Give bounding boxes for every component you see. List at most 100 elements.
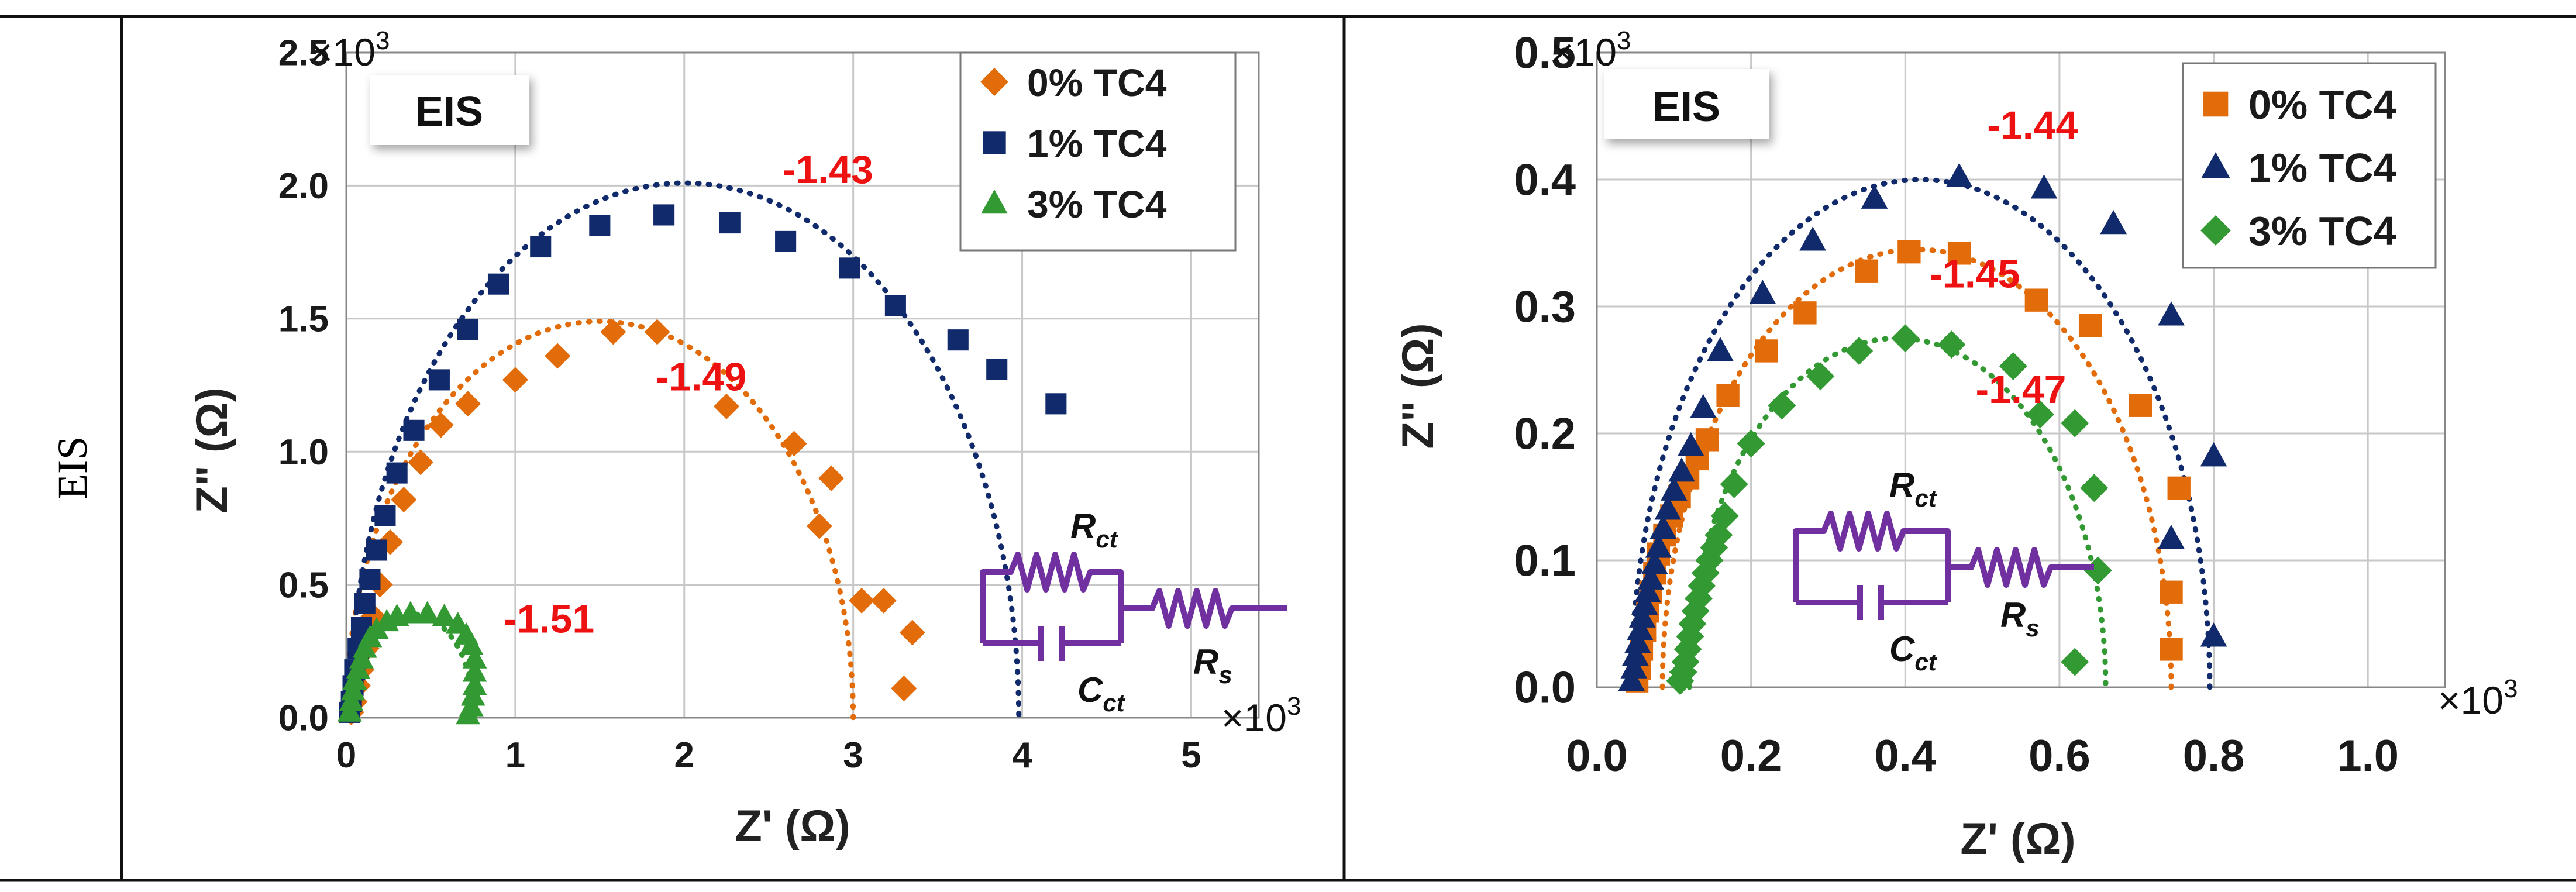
chart-left-series-0-point [408, 449, 434, 476]
chart-right-series-0-point [1897, 240, 1921, 264]
chart-left-series-2-point [432, 604, 457, 626]
chart-right-series-1-point [1861, 184, 1888, 209]
chart-left-series-1-point [589, 215, 611, 236]
chart-right-annotation: -1.47 [1976, 367, 2067, 412]
chart-right-series-0-point [1755, 339, 1778, 363]
chart-right-series-0-point [2024, 288, 2048, 312]
chart-right-x-tick-label: 0.4 [1874, 731, 1936, 781]
chart-right-series-0-point [2078, 314, 2102, 337]
chart-right-x-multiplier-base: ×10 [2438, 679, 2503, 722]
row-label: EIS [49, 436, 96, 500]
chart-right-series-2-point [2083, 556, 2112, 585]
chart-left-series-1-point [719, 212, 741, 234]
svg-text:×103: ×103 [1221, 692, 1301, 739]
chart-right-series-1-point [1707, 336, 1734, 361]
chart-left-series-1-point [374, 505, 396, 526]
chart-right-series-1-point [1624, 629, 1651, 653]
chart-right-series-1-point [1637, 565, 1665, 590]
chart-right-series-1-point [1668, 457, 1695, 482]
chart-left-circuit-rs [1121, 588, 1287, 629]
chart-left-series-1-point [403, 419, 425, 441]
chart-right-x-multiplier: ×103 [2438, 674, 2518, 722]
chart-left-series-0-point [891, 675, 917, 701]
chart-left-plot-frame [345, 51, 1260, 719]
chart-right-x-tick-label: 0.6 [2029, 731, 2091, 781]
chart-right-x-tick-labels: 0.0 0.2 0.4 0.6 0.8 1.0 [1566, 731, 2399, 781]
chart-left-series-0-point [545, 343, 571, 369]
chart-left-series-2-point [462, 659, 487, 682]
chart-right-series-0-point [2160, 638, 2183, 661]
chart-right-series-1-point [2100, 209, 2127, 235]
chart-right-panel-label-text: EIS [1652, 84, 1720, 130]
chart-left-series-2-point [415, 601, 440, 624]
chart-left-x-tick-label: 4 [1012, 735, 1032, 776]
chart-left: 0 1 2 3 4 5 0.0 0.5 1.0 1.5 2.0 2.5 -1.43 -1.49 -1.5… [187, 26, 1301, 851]
chart-left-legend-marker-0 [980, 68, 1008, 96]
chart-left-y-multiplier: ×103 [310, 26, 390, 74]
chart-right-y-multiplier-base: ×10 [1551, 30, 1617, 74]
chart-left-series-1-point [428, 369, 450, 391]
chart-right-annotation: -1.45 [1929, 252, 2020, 296]
chart-right-series-0-point [1695, 428, 1719, 452]
chart-left-series-0-point [428, 412, 454, 438]
chart-right-series-1-point [1799, 226, 1826, 251]
chart-right-series-1-point [2200, 442, 2227, 467]
chart-right-series-1-point [1678, 432, 1704, 456]
svg-text:Rct: Rct [1889, 466, 1938, 512]
chart-right-series-1-point [1620, 654, 1648, 679]
chart-right-series-1-point [1749, 280, 1776, 304]
chart-right-circuit-rct [1793, 511, 1951, 552]
chart-left-series-0-point [806, 513, 832, 539]
chart-right-series-2-point [1891, 324, 1920, 353]
chart-right-series-1-point [1649, 514, 1677, 539]
chart-right-y-tick-label: 0.2 [1514, 409, 1576, 459]
chart-right-x-tick-label: 1.0 [2337, 731, 2399, 781]
svg-text:×103: ×103 [2438, 674, 2518, 722]
chart-left-legend-label-1: 1% TC4 [1027, 122, 1167, 165]
chart-left-series-1-point [457, 318, 479, 340]
chart-left-y-tick-label: 0.0 [278, 698, 329, 739]
chart-left-series-1-point [839, 257, 860, 279]
chart-right-legend-label-1: 1% TC4 [2248, 145, 2396, 191]
chart-right-annotation: -1.44 [1987, 104, 2078, 148]
chart-right-series-2-point [1710, 502, 1739, 531]
chart-right-series-1-point [2158, 301, 2185, 326]
chart-right-series-1-point [1690, 394, 1717, 418]
chart-left-series-0-point [714, 393, 739, 419]
chart-left-circuit-cct-label: C [1077, 670, 1104, 710]
chart-right-legend-marker-2 [2200, 215, 2231, 246]
chart-right-circuit-rct-sub: ct [1914, 484, 1937, 512]
chart-right-series-2-point [1720, 470, 1748, 498]
chart-left-series-1-point [359, 569, 381, 590]
chart-right-series-0-point [1947, 242, 1971, 265]
chart-left-series-1-point [386, 462, 408, 484]
chart-right-circuit: Rct Cct Rs [1793, 466, 2094, 676]
chart-left-series-1-point [487, 273, 509, 295]
chart-right-series-1-point [2158, 525, 2185, 549]
chart-left-series-1-point [947, 329, 969, 351]
chart-right-series-2-point [2080, 474, 2109, 502]
chart-left-series-0-point [870, 587, 897, 614]
table-frame [0, 15, 2576, 882]
chart-left-circuit-rct-label: R [1070, 507, 1096, 546]
chart-left-panel-label-text: EIS [415, 88, 483, 135]
chart-right-circuit-rs-sub: s [2026, 614, 2039, 642]
chart-right-series-1-point [1622, 641, 1649, 666]
chart-right-x-tick-label: 0.0 [1566, 731, 1628, 781]
chart-left-series-2-point [462, 673, 487, 695]
chart-left-series-0-point [600, 319, 626, 345]
chart-right-series-2-point [1806, 362, 1835, 391]
chart-left-x-tick-label: 3 [843, 735, 863, 776]
chart-right-y-tick-labels: 0.0 0.1 0.2 0.3 0.4 0.5 [1514, 29, 1576, 713]
chart-left-y-tick-label: 2.5 [278, 33, 329, 74]
chart-right-y-tick-label: 0.3 [1514, 283, 1576, 332]
chart-right-series-1-point [1645, 533, 1672, 558]
chart-right-series-1-point [1618, 667, 1645, 691]
chart-right-series-2-point [1737, 429, 1765, 458]
chart-left-y-tick-label: 0.5 [278, 565, 329, 605]
chart-left-series-2-point [460, 683, 485, 706]
chart-left-series-2-point [459, 633, 484, 656]
chart-left-series-0-point [849, 587, 875, 614]
chart-left-y-tick-labels: 0.0 0.5 1.0 1.5 2.0 2.5 [278, 33, 329, 739]
chart-left-series-0-point [455, 391, 481, 417]
